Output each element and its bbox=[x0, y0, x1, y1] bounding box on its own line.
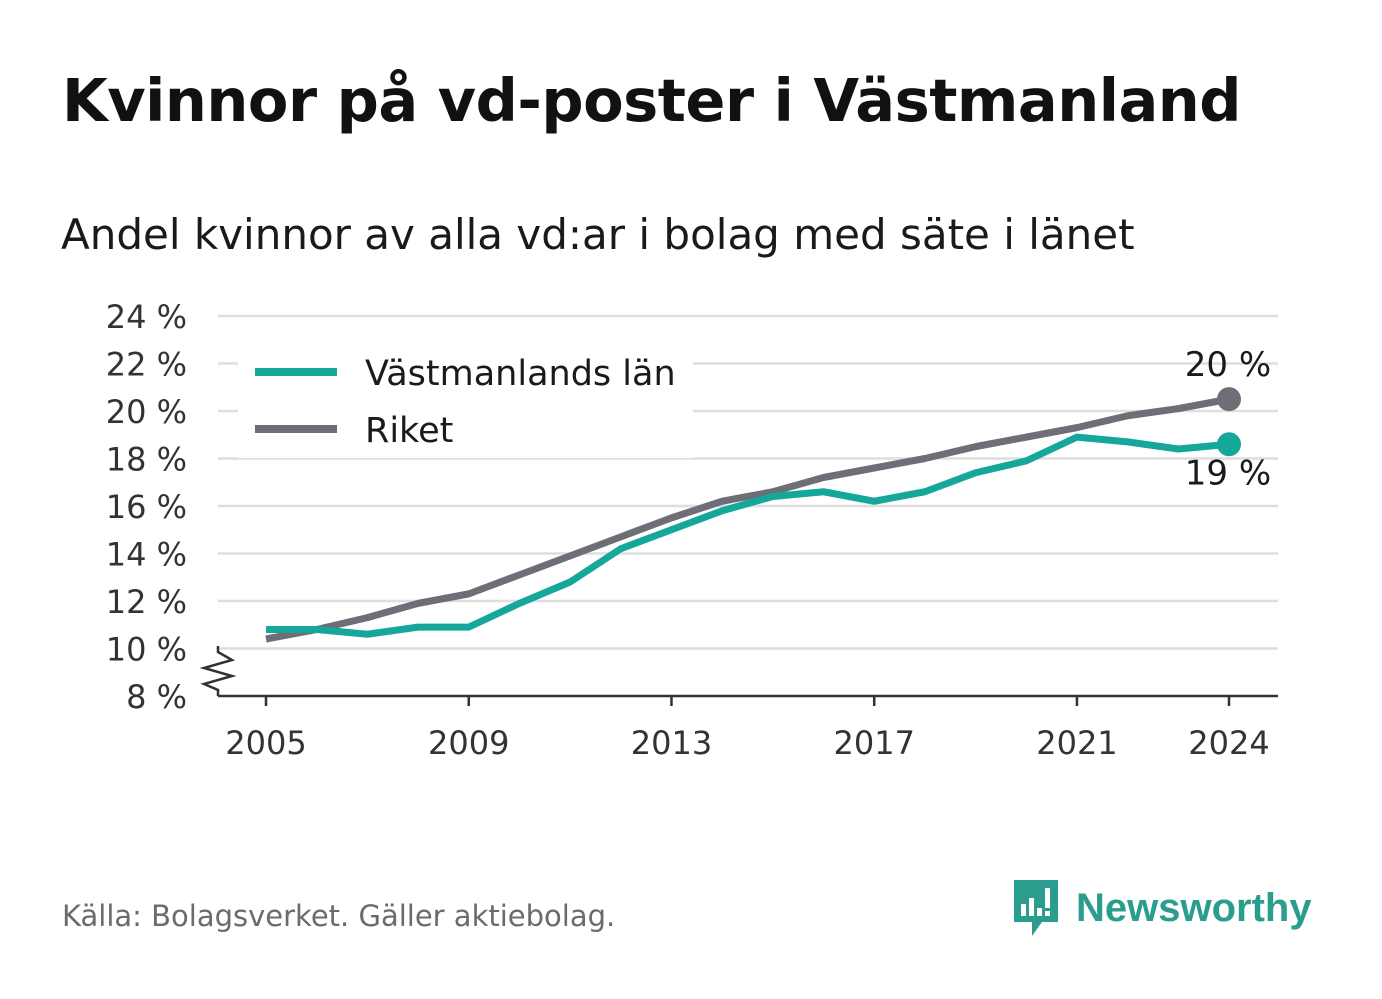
brand-name: Newsworthy bbox=[1076, 885, 1312, 930]
series-line-riket bbox=[265, 395, 1230, 643]
x-tick-label: 2009 bbox=[428, 724, 509, 762]
axis-break-icon bbox=[199, 646, 237, 696]
y-tick-label: 8 % bbox=[126, 678, 187, 716]
end-point-marker bbox=[1217, 432, 1241, 457]
legend-background bbox=[238, 340, 693, 458]
legend-label: Västmanlands län bbox=[365, 354, 676, 394]
chart-subtitle: Andel kvinnor av alla vd:ar i bolag med … bbox=[61, 210, 1135, 259]
chart-title: Kvinnor på vd-poster i Västmanland bbox=[62, 66, 1242, 135]
newsworthy-logo-icon bbox=[1014, 880, 1058, 936]
y-tick-label: 16 % bbox=[106, 488, 187, 526]
x-tick-label: 2017 bbox=[833, 724, 914, 762]
x-tick-label: 2005 bbox=[225, 724, 306, 762]
source-note: Källa: Bolagsverket. Gäller aktiebolag. bbox=[62, 899, 616, 933]
brand-logo: Newsworthy bbox=[1010, 878, 1312, 938]
x-tick-label: 2024 bbox=[1188, 724, 1269, 762]
y-tick-label: 20 % bbox=[106, 393, 187, 431]
end-label-riket: 20 % bbox=[1185, 345, 1271, 385]
legend-label: Riket bbox=[365, 411, 453, 451]
series-line-vastmanland bbox=[266, 433, 1230, 638]
y-tick-label: 12 % bbox=[106, 583, 187, 621]
x-tick-label: 2021 bbox=[1036, 724, 1117, 762]
end-label-vastmanland: 19 % bbox=[1185, 453, 1271, 493]
y-tick-label: 10 % bbox=[106, 631, 187, 669]
x-tick-label: 2013 bbox=[631, 724, 712, 762]
y-tick-label: 22 % bbox=[106, 346, 187, 384]
line-chart: 8 % 10 % 12 % 14 % 16 % 18 % 20 % 22 % 24 % 2005 2… bbox=[106, 298, 1278, 762]
y-tick-label: 14 % bbox=[106, 536, 187, 574]
y-tick-label: 24 % bbox=[106, 298, 187, 336]
y-tick-label: 18 % bbox=[106, 441, 187, 479]
end-point-marker bbox=[1217, 387, 1241, 412]
